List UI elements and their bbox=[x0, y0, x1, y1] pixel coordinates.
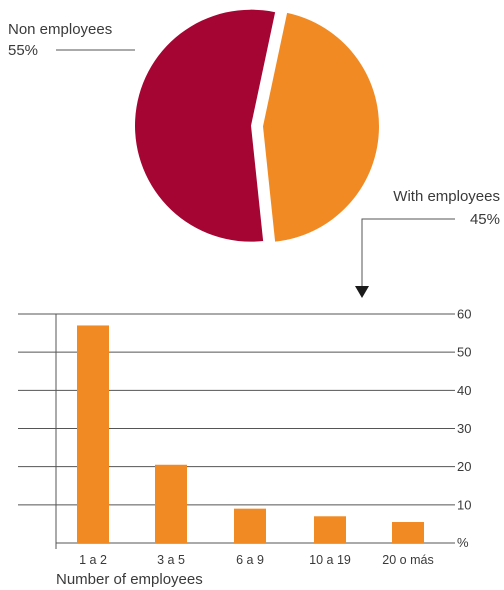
bar-3 bbox=[314, 516, 346, 543]
bar-series bbox=[77, 325, 424, 543]
bar-chart: 60 50 40 30 20 10 1 a 2 3 a 5 6 a 9 10 a 19 20 o … bbox=[18, 307, 471, 567]
connector-arrow-head bbox=[355, 286, 369, 298]
bar-4 bbox=[392, 522, 424, 543]
pie-value-with-employees: 45% bbox=[470, 211, 500, 228]
pie-label-non-employees: Non employees bbox=[8, 21, 112, 38]
y-tick-label: 50 bbox=[457, 345, 471, 360]
x-axis-ticks: 1 a 2 3 a 5 6 a 9 10 a 19 20 o más bbox=[79, 553, 434, 567]
bar-0 bbox=[77, 325, 109, 543]
x-axis-title: Number of employees bbox=[56, 571, 203, 588]
bar-2 bbox=[234, 508, 266, 543]
x-tick-label: 6 a 9 bbox=[236, 553, 264, 567]
y-tick-label: 20 bbox=[457, 459, 471, 474]
y-axis-unit-label: % bbox=[457, 535, 469, 550]
x-tick-label: 10 a 19 bbox=[309, 553, 351, 567]
pie-value-non-employees: 55% bbox=[8, 42, 38, 59]
x-tick-label: 1 a 2 bbox=[79, 553, 107, 567]
y-tick-label: 60 bbox=[457, 307, 471, 322]
y-tick-label: 30 bbox=[457, 421, 471, 436]
pie-slice-with-employees bbox=[262, 12, 379, 242]
x-tick-label: 3 a 5 bbox=[157, 553, 185, 567]
connector-arrow-line bbox=[361, 218, 455, 286]
pie-slice-non-employees bbox=[135, 9, 276, 242]
pie-chart bbox=[135, 9, 379, 242]
x-tick-label: 20 o más bbox=[382, 553, 433, 567]
y-tick-label: 40 bbox=[457, 383, 471, 398]
pie-label-with-employees: With employees bbox=[393, 188, 500, 205]
y-axis-ticks: 60 50 40 30 20 10 bbox=[457, 307, 471, 513]
bar-1 bbox=[155, 464, 187, 543]
y-tick-label: 10 bbox=[457, 497, 471, 512]
